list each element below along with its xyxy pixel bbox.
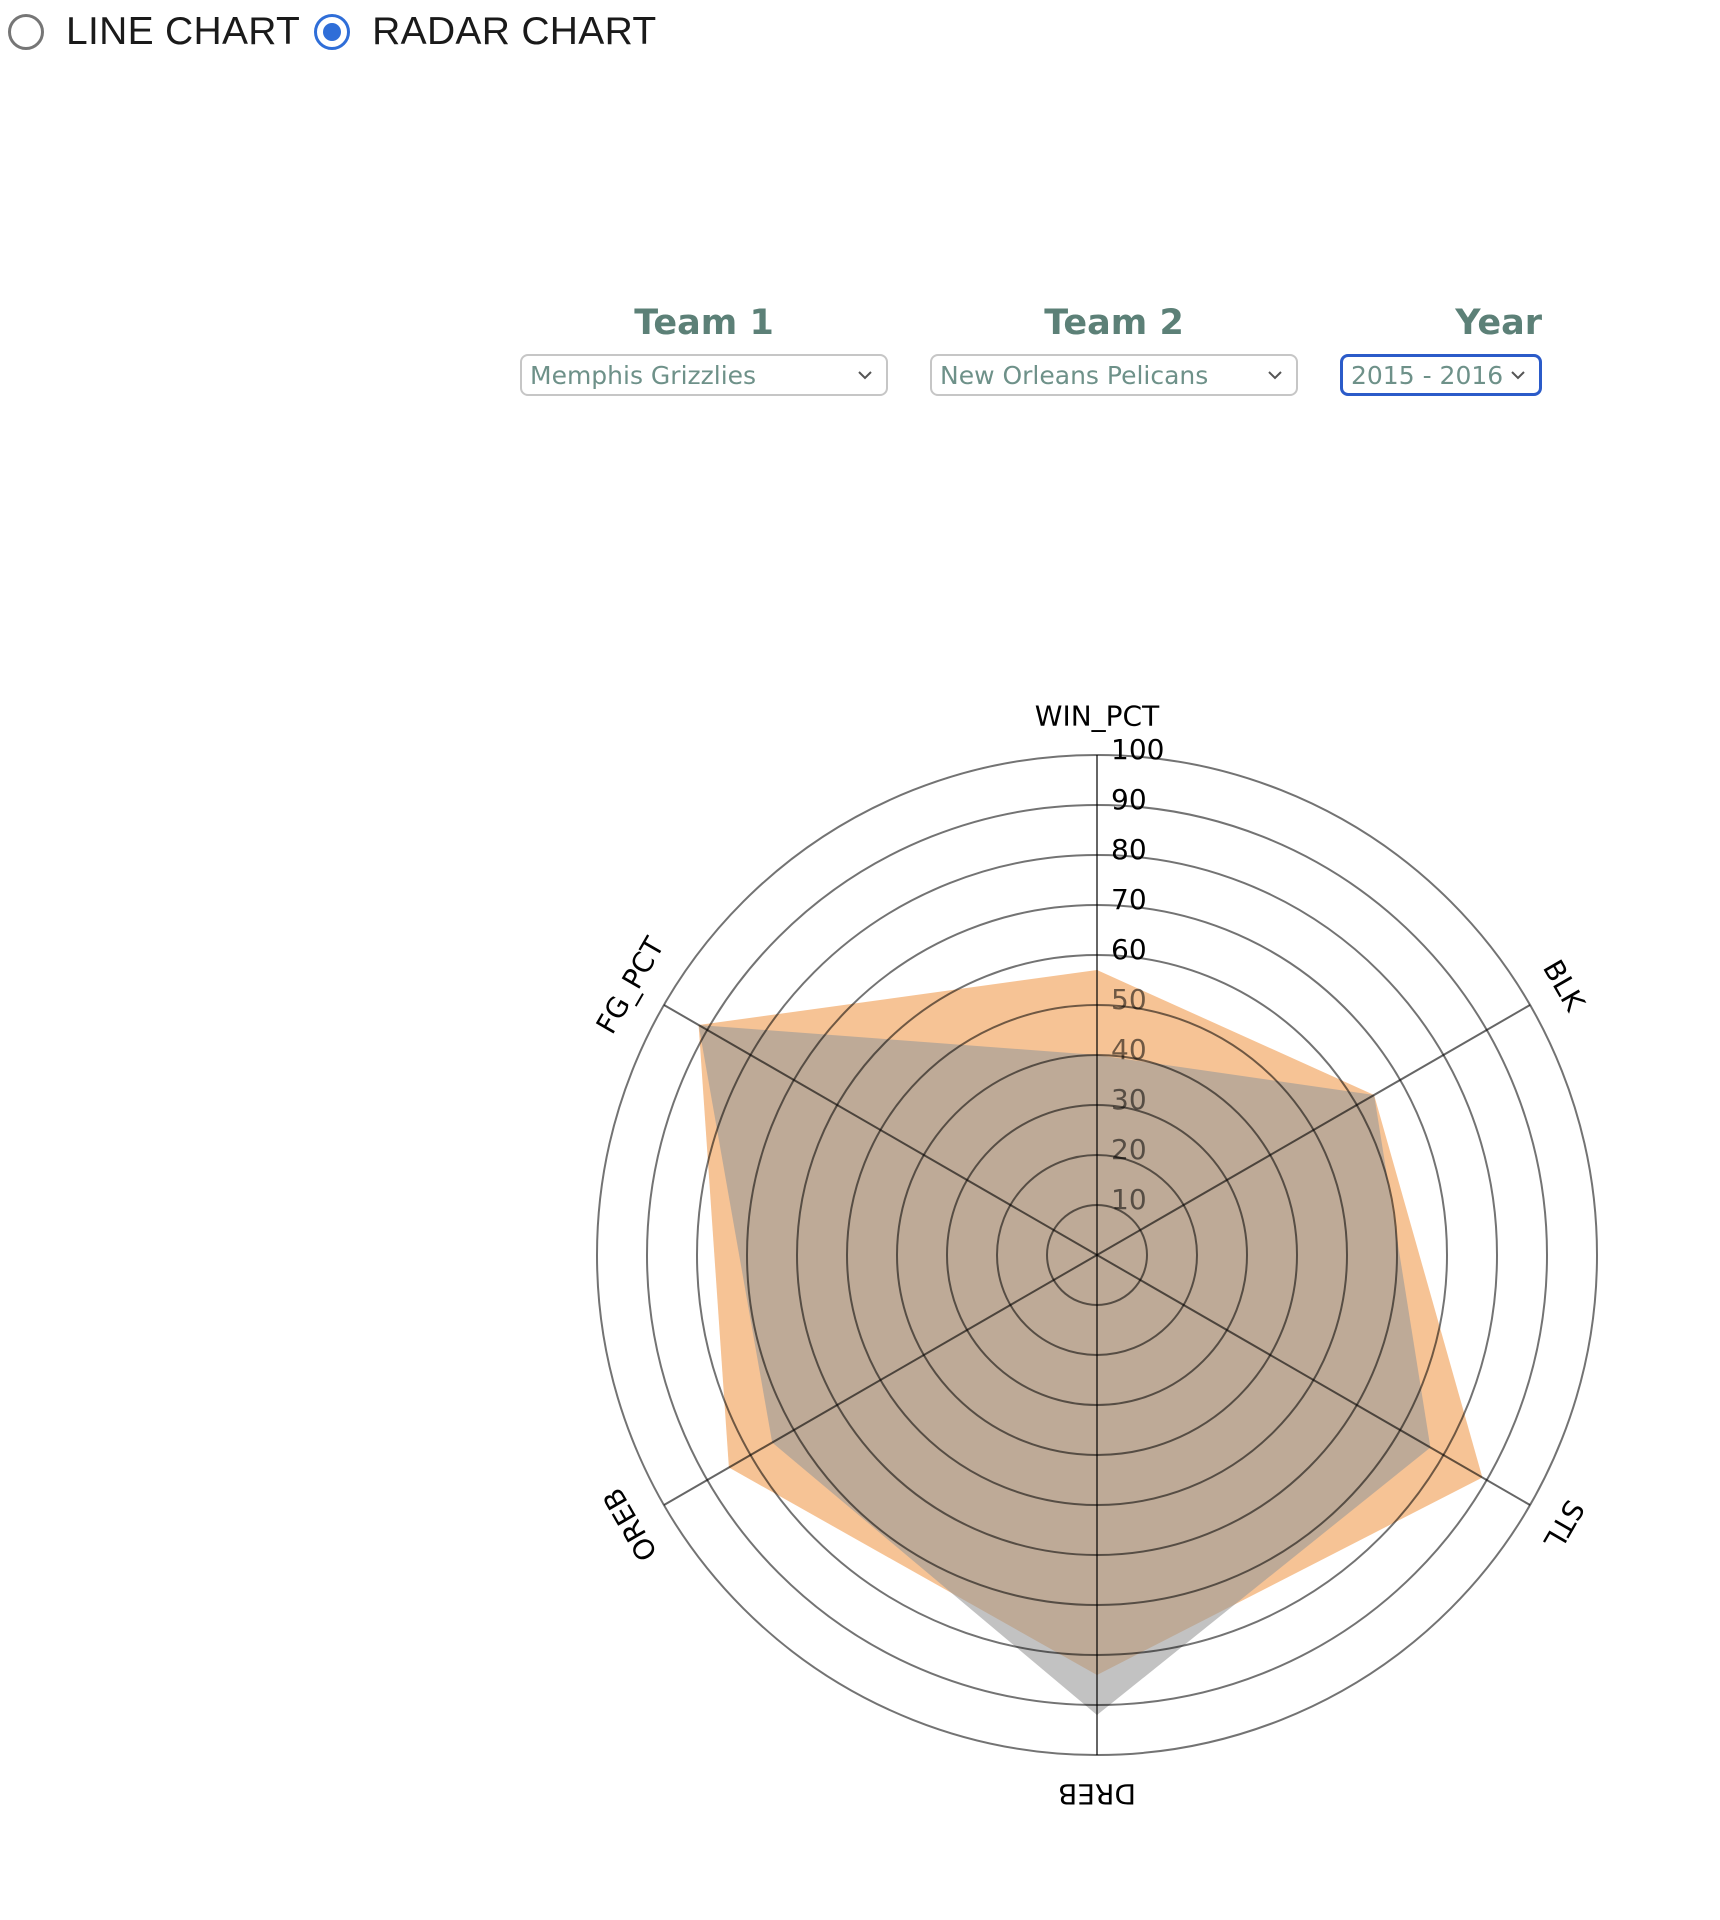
radar-axis-label-oreb: OREB <box>596 1482 664 1566</box>
radar-tick-labels: 10 20 30 40 50 60 70 80 90 100 <box>1111 733 1164 1216</box>
team1-filter: Team 1 Memphis Grizzlies <box>520 300 888 396</box>
team1-selected-value: Memphis Grizzlies <box>530 360 757 390</box>
year-filter: Year 2015 - 2016 <box>1340 300 1542 396</box>
radar-tick-label: 60 <box>1111 933 1147 966</box>
radar-spoke-fg_pct <box>663 1004 1098 1256</box>
team2-title: Team 2 <box>1044 303 1184 343</box>
radar-tick-label: 90 <box>1111 783 1147 816</box>
chevron-down-icon <box>858 371 872 380</box>
radar-tick-label: 10 <box>1111 1183 1147 1216</box>
radar-axis-label-fg_pct: FG_PCT <box>590 931 672 1040</box>
team2-select[interactable]: New Orleans Pelicans <box>930 354 1298 396</box>
chevron-down-icon <box>1511 371 1525 380</box>
radar-axis-label-win_pct: WIN_PCT <box>1035 700 1160 733</box>
radar-spoke-blk <box>1096 1004 1531 1256</box>
radar-series-area-2 <box>698 1025 1431 1715</box>
radar-tick-label: 30 <box>1111 1083 1147 1116</box>
line-chart-label[interactable]: LINE CHART <box>66 10 301 53</box>
radar-spoke-oreb <box>663 1254 1098 1506</box>
radar-chart-label[interactable]: RADAR CHART <box>372 10 657 53</box>
radar-spokes <box>663 755 1531 1755</box>
radar-tick-label: 100 <box>1111 733 1164 766</box>
year-select[interactable]: 2015 - 2016 <box>1340 354 1542 396</box>
radar-tick-label: 40 <box>1111 1033 1147 1066</box>
radar-axis-label-blk: BLK <box>1536 954 1591 1017</box>
year-selected-value: 2015 - 2016 <box>1351 360 1504 390</box>
line-chart-option[interactable]: LINE CHART <box>8 10 300 54</box>
team2-filter: Team 2 New Orleans Pelicans <box>930 300 1298 396</box>
team2-selected-value: New Orleans Pelicans <box>940 360 1209 390</box>
radar-series-group <box>698 970 1483 1715</box>
radar-axis-label-stl: STL <box>1537 1494 1591 1555</box>
radar-tick-label: 50 <box>1111 983 1147 1016</box>
team1-select[interactable]: Memphis Grizzlies <box>520 354 888 396</box>
year-title: Year <box>1455 303 1542 343</box>
radar-axis-label-dreb: DREB <box>1058 1778 1136 1811</box>
chart-type-toggle: LINE CHART RADAR CHART <box>8 8 670 56</box>
radar-chart-radio[interactable] <box>314 14 351 50</box>
radar-tick-label: 70 <box>1111 883 1147 916</box>
radar-chart-option[interactable]: RADAR CHART <box>314 10 656 54</box>
radar-tick-label: 20 <box>1111 1133 1147 1166</box>
team1-title: Team 1 <box>634 303 774 343</box>
chevron-down-icon <box>1268 371 1282 380</box>
line-chart-radio[interactable] <box>8 14 44 50</box>
radar-spoke-stl <box>1096 1254 1531 1506</box>
radar-tick-label: 80 <box>1111 833 1147 866</box>
